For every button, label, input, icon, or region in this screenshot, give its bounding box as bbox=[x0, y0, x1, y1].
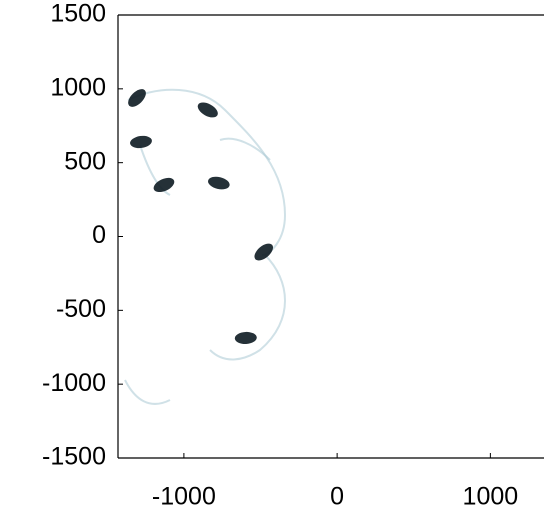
blob bbox=[234, 331, 257, 344]
y-tick-label: 1000 bbox=[50, 73, 106, 101]
y-tick-label: -1500 bbox=[42, 443, 106, 471]
faint-arc bbox=[219, 137, 271, 161]
faint-arc bbox=[209, 254, 286, 361]
blob bbox=[130, 135, 152, 149]
faint-arc bbox=[139, 144, 171, 196]
x-tick-label: 1000 bbox=[463, 483, 519, 511]
faint-arc bbox=[124, 379, 171, 405]
x-tick-label: -1000 bbox=[152, 483, 216, 511]
blob bbox=[208, 176, 230, 190]
y-tick-label: 500 bbox=[64, 147, 106, 175]
x-tick-label: 0 bbox=[330, 483, 344, 511]
blob bbox=[153, 177, 175, 193]
faint-arc bbox=[127, 88, 287, 256]
y-tick-label: -500 bbox=[56, 295, 106, 323]
y-tick-label: 1500 bbox=[50, 0, 106, 28]
y-tick-label: -1000 bbox=[42, 369, 106, 397]
blob bbox=[197, 102, 218, 118]
blob bbox=[254, 243, 273, 261]
faint-structure bbox=[124, 88, 287, 405]
blob bbox=[128, 89, 146, 107]
y-tick-label: 0 bbox=[92, 221, 106, 249]
